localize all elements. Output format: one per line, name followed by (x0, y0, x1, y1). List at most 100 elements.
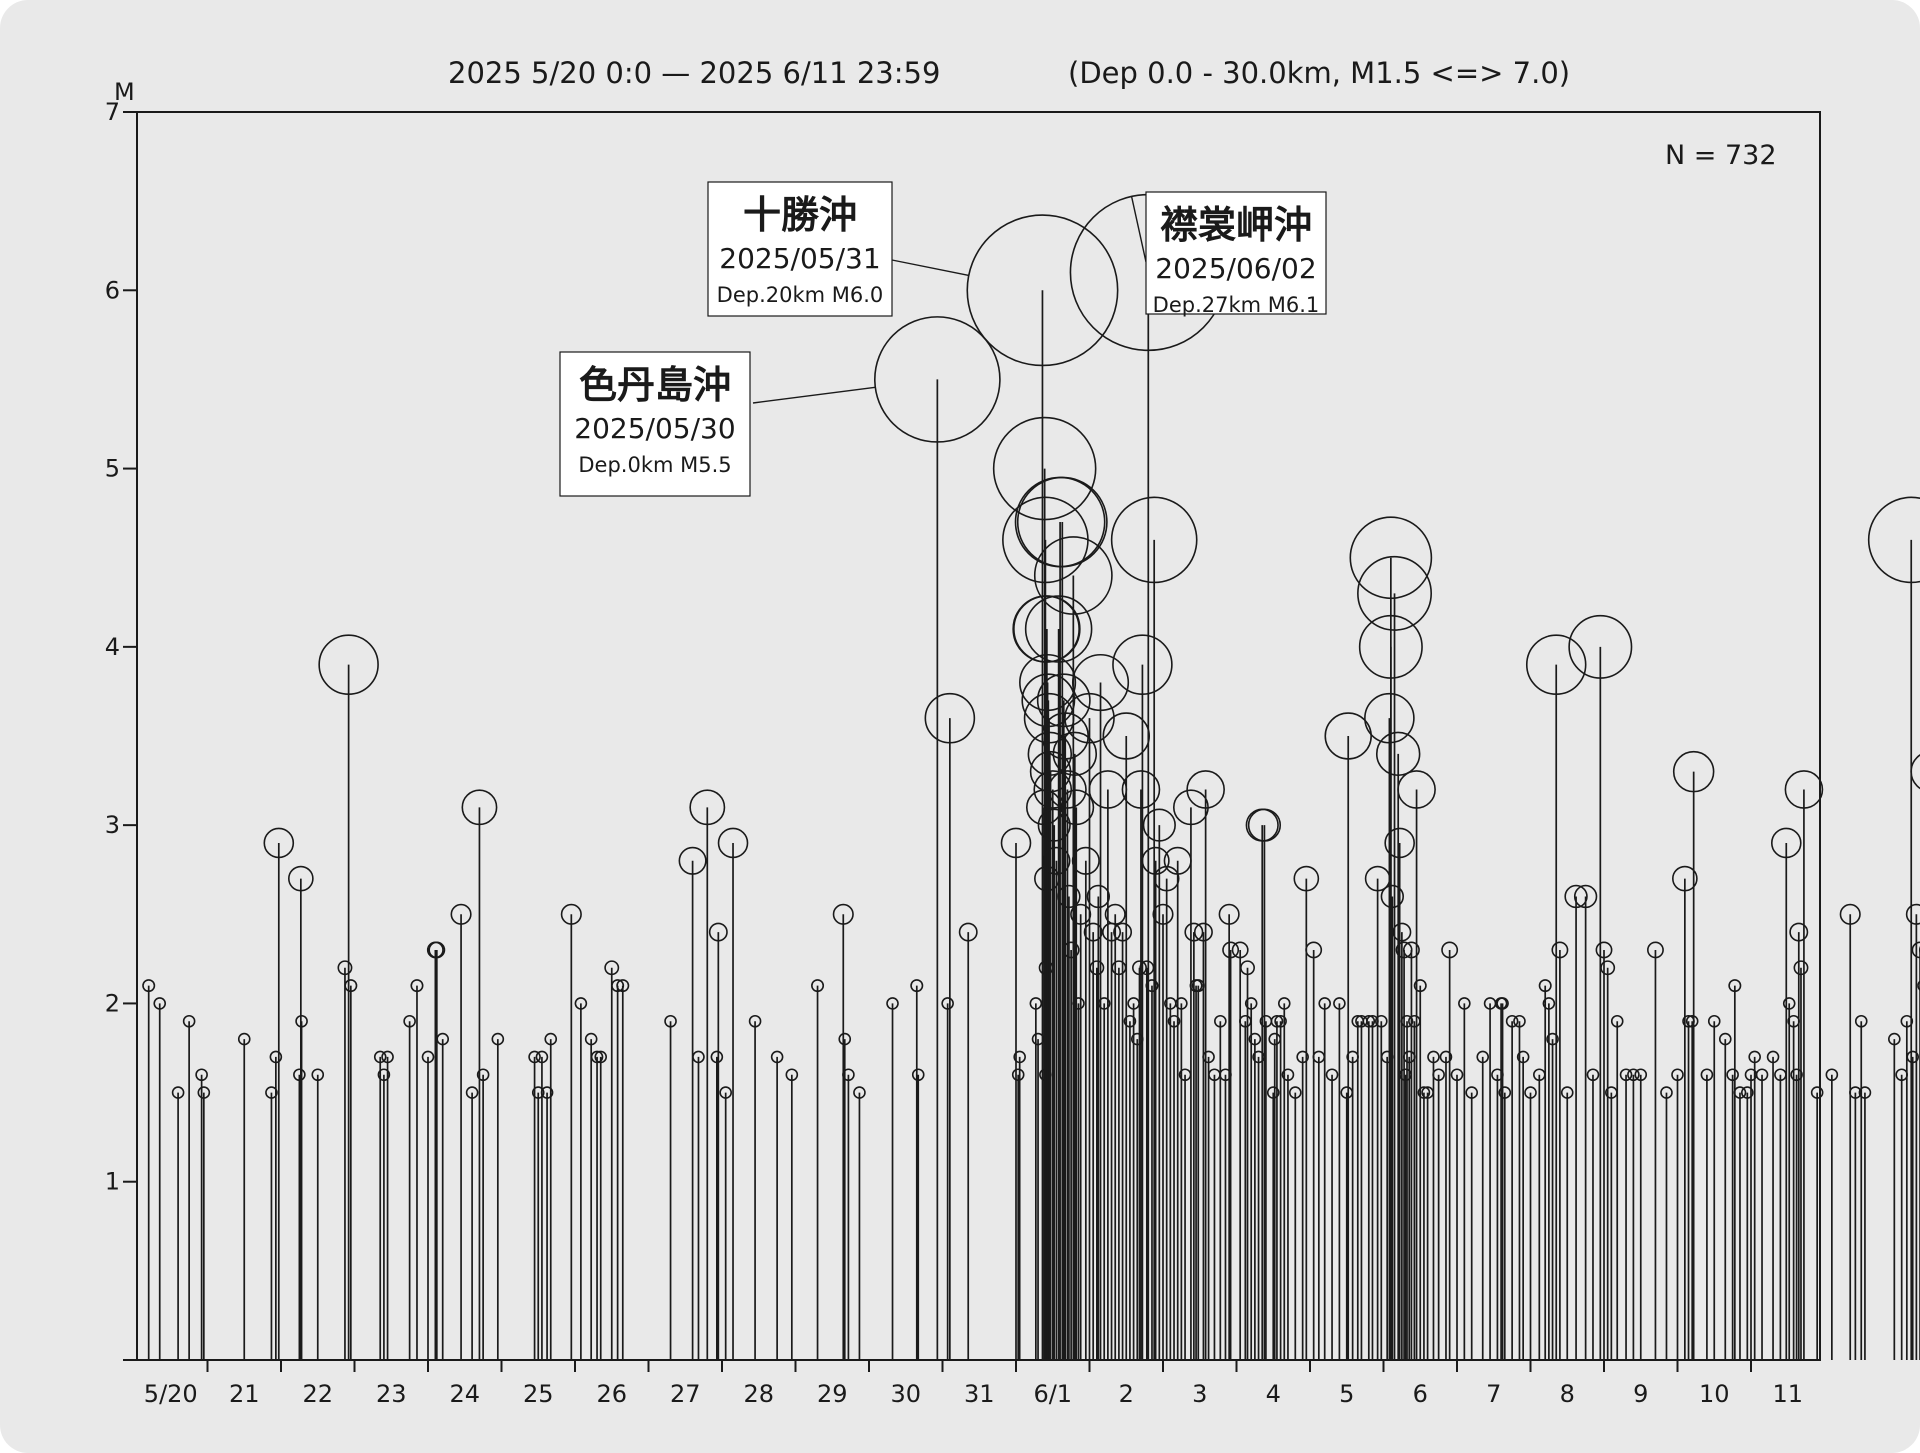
event-marker (1318, 997, 1331, 1010)
annotation-leader-line (1130, 196, 1147, 263)
y-tick-label: 7 (105, 98, 120, 126)
event-marker (1458, 997, 1471, 1010)
event-marker (1573, 884, 1598, 909)
event-marker (1600, 960, 1616, 976)
event-marker (1270, 1014, 1284, 1028)
event-marker (785, 1068, 799, 1082)
event-marker (1610, 1014, 1624, 1028)
event-marker (1551, 941, 1569, 959)
event-marker (842, 1068, 855, 1082)
y-tick-label: 6 (105, 276, 120, 304)
x-tick-label: 21 (229, 1380, 260, 1408)
event-marker (1888, 1032, 1901, 1046)
event-marker (1432, 1068, 1445, 1082)
event-marker (678, 846, 707, 875)
plot-border (136, 111, 1821, 1361)
event-marker (1121, 770, 1161, 809)
event-marker (1906, 1050, 1919, 1064)
event-marker (1266, 1086, 1280, 1099)
event-marker (1854, 1014, 1868, 1028)
event-marker (1104, 903, 1126, 925)
event-marker (295, 1014, 308, 1028)
event-marker (1293, 865, 1320, 892)
x-tick-label: 7 (1486, 1380, 1501, 1408)
event-marker (1476, 1050, 1490, 1064)
event-marker (1113, 922, 1133, 942)
event-marker (1222, 941, 1240, 959)
event-marker (1564, 884, 1588, 909)
event-marker (1231, 941, 1249, 959)
event-marker (616, 979, 630, 993)
event-marker (1333, 997, 1346, 1010)
annotation-region: 十勝沖 (743, 193, 857, 237)
event-marker (461, 789, 498, 826)
event-marker (1627, 1068, 1640, 1082)
event-marker (1070, 903, 1092, 925)
event-marker (1000, 827, 1032, 859)
event-marker (197, 1086, 211, 1099)
annotation-date: 2025/05/30 (574, 412, 735, 445)
event-marker (590, 1050, 604, 1064)
event-marker (1660, 1086, 1673, 1099)
event-marker (373, 1050, 387, 1064)
x-tick-label: 27 (670, 1380, 701, 1408)
x-tick-label: 2 (1119, 1380, 1134, 1408)
annotation-callout: 色丹島沖 2025/05/30 Dep.0km M5.5 (559, 351, 876, 497)
event-marker (491, 1032, 505, 1046)
x-tick-label: 29 (817, 1380, 848, 1408)
event-marker (1374, 1014, 1388, 1028)
event-marker (941, 997, 954, 1010)
y-tick-label: 4 (105, 633, 120, 661)
y-tick-label: 1 (105, 1168, 120, 1196)
event-marker (531, 1086, 545, 1099)
event-marker (1685, 1014, 1699, 1028)
annotation-leader-line (752, 386, 876, 404)
event-marker (1839, 903, 1861, 925)
event-marker (1296, 1050, 1309, 1064)
event-marker (1202, 1050, 1215, 1064)
event-marker (1153, 865, 1180, 892)
event-marker (1349, 516, 1433, 600)
event-marker (1142, 808, 1176, 842)
chart-title: 2025 5/20 0:0 — 2025 6/11 23:59 (448, 56, 940, 90)
event-marker (1016, 476, 1108, 568)
event-marker (1244, 997, 1258, 1010)
event-marker (450, 903, 472, 925)
event-marker (153, 997, 167, 1010)
annotation-region: 襟裳岬沖 (1160, 203, 1312, 247)
chart-subtitle: (Dep 0.0 - 30.0km, M1.5 <=> 7.0) (1068, 56, 1570, 90)
event-marker (237, 1032, 251, 1046)
event-marker (1357, 555, 1433, 631)
annotation-detail: Dep.0km M5.5 (578, 453, 731, 477)
event-marker (535, 1050, 549, 1064)
event-marker (1167, 1014, 1181, 1028)
event-marker (584, 1032, 598, 1046)
event-marker (1247, 808, 1282, 842)
event-marker (1728, 979, 1742, 993)
event-marker (1062, 941, 1080, 959)
y-tick-label: 3 (105, 811, 120, 839)
x-tick-label: 25 (523, 1380, 554, 1408)
event-marker (1525, 634, 1587, 695)
event-marker (1052, 731, 1098, 777)
x-tick-label: 6/1 (1033, 1380, 1072, 1408)
y-tick-label: 2 (105, 989, 120, 1017)
event-marker (1595, 941, 1613, 959)
event-marker (1784, 770, 1824, 809)
event-marker (1707, 1014, 1721, 1028)
event-marker (966, 214, 1119, 367)
event-marker (465, 1086, 479, 1099)
x-tick-label: 28 (743, 1380, 774, 1408)
event-marker (1193, 922, 1213, 942)
x-tick-label: 11 (1772, 1380, 1803, 1408)
event-marker (1325, 1068, 1339, 1082)
event-marker (1560, 1086, 1574, 1099)
event-marker (1289, 1086, 1302, 1099)
x-tick-label: 30 (890, 1380, 921, 1408)
event-marker (1033, 536, 1113, 615)
x-tick-label: 9 (1633, 1380, 1648, 1408)
event-marker (1384, 827, 1415, 859)
event-marker (1524, 1086, 1537, 1099)
event-marker (664, 1014, 677, 1028)
